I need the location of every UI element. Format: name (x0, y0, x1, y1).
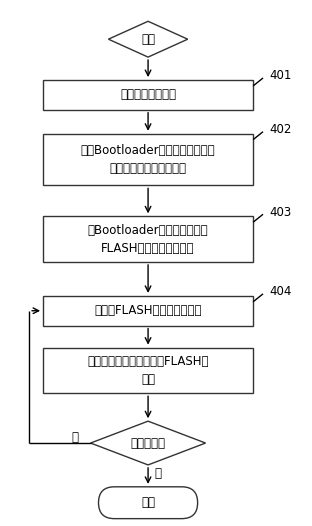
Polygon shape (90, 421, 206, 465)
FancyBboxPatch shape (43, 348, 253, 393)
Text: 数据按FLASH的扇区大小对齐: 数据按FLASH的扇区大小对齐 (94, 304, 202, 317)
Text: 否: 否 (71, 431, 78, 443)
Text: 为除Bootloader分区文件之外的其
他分区文件添加头部信息: 为除Bootloader分区文件之外的其 他分区文件添加头部信息 (81, 144, 215, 175)
FancyBboxPatch shape (43, 296, 253, 326)
Text: 封装各个分区文件: 封装各个分区文件 (120, 88, 176, 102)
FancyBboxPatch shape (43, 80, 253, 110)
Text: 402: 402 (270, 123, 292, 136)
Text: 将下一个分区文件烧录至FLASH芯
片上: 将下一个分区文件烧录至FLASH芯 片上 (87, 355, 209, 386)
Text: 403: 403 (270, 206, 292, 219)
Text: 结束: 结束 (141, 496, 155, 509)
Text: 404: 404 (270, 285, 292, 298)
Text: 是: 是 (154, 468, 162, 480)
Text: 开始: 开始 (141, 33, 155, 46)
Text: 烧录完成？: 烧录完成？ (130, 437, 166, 450)
FancyBboxPatch shape (43, 134, 253, 185)
Polygon shape (109, 21, 188, 57)
FancyBboxPatch shape (99, 487, 197, 519)
Text: 将Bootloader分区文件烧录于
FLASH芯片的最开始位置: 将Bootloader分区文件烧录于 FLASH芯片的最开始位置 (88, 224, 208, 255)
Text: 401: 401 (270, 69, 292, 83)
FancyBboxPatch shape (43, 216, 253, 262)
